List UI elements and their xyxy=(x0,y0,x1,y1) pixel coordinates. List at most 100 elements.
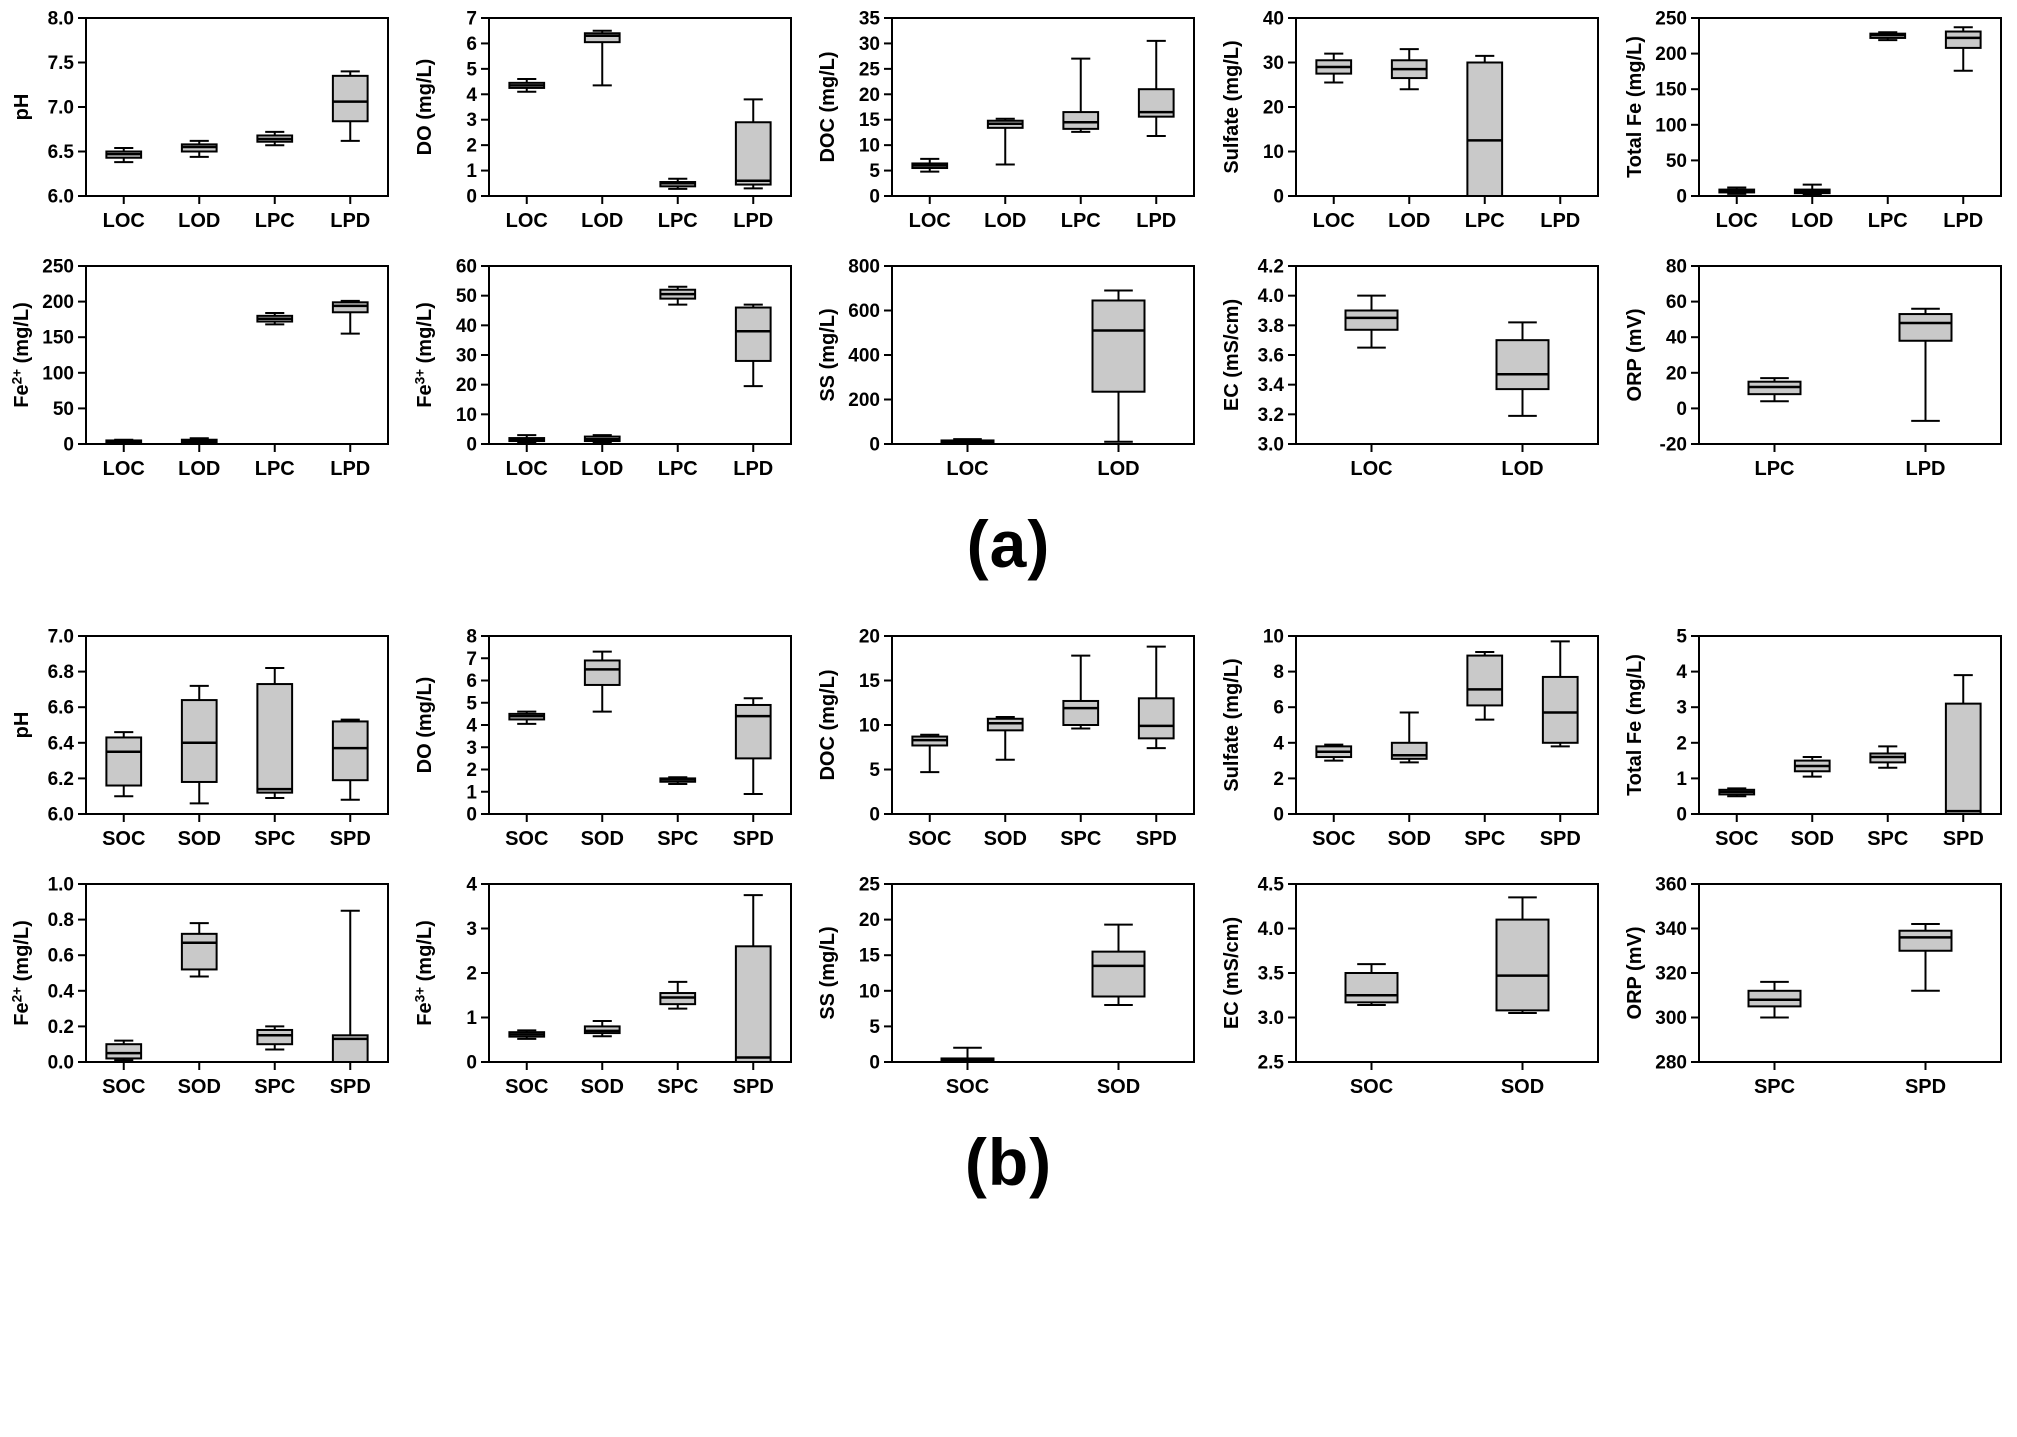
iqr-box xyxy=(1091,299,1146,393)
panel-row-2: 0 50 100 150 200 250 Fe2+ (mg/L) LOC LOD LPC LPD 0 1… xyxy=(0,256,2017,496)
box-LPD xyxy=(734,303,772,388)
iqr-box xyxy=(1344,309,1399,331)
subplot-ec-ms-cm: 2.5 3.0 3.5 4.0 4.5 EC (mS/cm) SOC SOD xyxy=(1221,875,1599,1098)
box-SOD xyxy=(1794,756,1831,778)
subplot-cell: 0 1 2 3 4 5 6 7 8 DO (mg/L) SOC SOD SPC SPD xyxy=(403,626,806,866)
y-tick-label: 1.0 xyxy=(47,875,73,896)
y-tick-label: 1 xyxy=(467,161,478,182)
subplot-cell: 0 1 2 3 4 Fe3+ (mg/L) SOC SOD SPC SPD xyxy=(403,874,806,1114)
y-axis-label: Total Fe (mg/L) xyxy=(1624,36,1646,178)
plot-frame xyxy=(84,883,389,1063)
y-axis-label: Fe2+ (mg/L) xyxy=(9,920,33,1026)
x-category-label: LOD xyxy=(1791,210,1833,232)
y-tick-label: 0 xyxy=(870,435,881,456)
y-tick-label: 400 xyxy=(849,346,881,367)
y-tick-label: 5 xyxy=(870,1017,881,1038)
box-SPC xyxy=(659,980,697,1010)
iqr-box xyxy=(1062,111,1100,130)
box-SPC xyxy=(256,1025,293,1051)
y-tick-label: 7.0 xyxy=(47,98,73,119)
y-tick-label: 4 xyxy=(1273,733,1284,754)
y-tick-label: 25 xyxy=(859,59,881,80)
y-tick-label: 0 xyxy=(467,805,478,826)
box-LPD xyxy=(1945,26,1982,72)
x-category-label: SOD xyxy=(177,828,220,850)
y-tick-label: 15 xyxy=(859,110,881,131)
x-category-label: SPC xyxy=(254,1076,295,1098)
y-tick-label: 4.0 xyxy=(1257,919,1283,940)
y-tick-label: 4 xyxy=(467,716,478,737)
y-tick-label: 200 xyxy=(849,390,881,411)
x-category-label: SPD xyxy=(1943,828,1984,850)
y-tick-label: 100 xyxy=(1656,115,1688,136)
iqr-box xyxy=(1062,699,1100,727)
y-tick-label: 10 xyxy=(1263,142,1284,163)
box-LOD xyxy=(1390,48,1428,91)
x-category-label: SOD xyxy=(581,828,624,850)
x-category-label: LOC xyxy=(1716,210,1758,232)
y-tick-label: 80 xyxy=(1666,257,1687,278)
y-tick-label: 0 xyxy=(467,187,478,208)
panel-label: (b) xyxy=(964,1125,1053,1199)
x-category-label: SOC xyxy=(1312,828,1355,850)
y-tick-label: 6.0 xyxy=(47,805,73,826)
subplot-cell: 0 2 4 6 8 10 Sulfate (mg/L) SOC SOD SPC SPD xyxy=(1210,626,1613,866)
x-category-label: SOD xyxy=(1501,1076,1544,1098)
y-tick-label: 150 xyxy=(42,328,74,349)
x-category-label: LOC xyxy=(102,210,144,232)
y-tick-label: 7 xyxy=(467,9,478,30)
x-category-label: SOD xyxy=(1791,828,1834,850)
x-category-label: LOD xyxy=(178,458,220,480)
box-SOD xyxy=(180,922,218,978)
plot-frame xyxy=(1698,265,2003,445)
y-tick-label: 35 xyxy=(859,9,881,30)
y-tick-label: 4.2 xyxy=(1257,257,1283,278)
x-category-label: LOD xyxy=(1501,458,1543,480)
y-tick-label: 5 xyxy=(1677,627,1688,648)
iqr-box xyxy=(1898,929,1953,952)
subplot-orp-mv: 280 300 320 340 360 ORP (mV) SPC SPD xyxy=(1624,875,2003,1098)
x-category-label: SOC xyxy=(1350,1076,1393,1098)
y-tick-label: 30 xyxy=(859,34,880,55)
y-tick-label: 0.2 xyxy=(47,1017,73,1038)
y-tick-label: 30 xyxy=(1263,53,1284,74)
box-SPD xyxy=(1541,640,1579,748)
subplot-do-mg-l: 0 1 2 3 4 5 6 7 DO (mg/L) LOC LOD LPC LPD xyxy=(414,9,793,232)
y-tick-label: 5 xyxy=(870,760,881,781)
y-tick-label: 200 xyxy=(42,292,74,313)
x-category-label: LPD xyxy=(330,458,370,480)
y-tick-label: 6.6 xyxy=(47,698,73,719)
y-tick-label: 15 xyxy=(859,946,881,967)
box-LOC xyxy=(911,157,949,173)
subplot-cell: 0 5 10 15 20 DOC (mg/L) SOC SOD SPC SPD xyxy=(807,626,1210,866)
y-axis-label: SS (mg/L) xyxy=(817,308,839,401)
y-axis-label: EC (mS/cm) xyxy=(1221,917,1243,1029)
y-tick-label: 0 xyxy=(63,435,74,456)
y-tick-label: 4 xyxy=(1677,662,1688,683)
y-tick-label: 20 xyxy=(859,85,880,106)
box-LPC xyxy=(659,177,697,190)
iqr-box xyxy=(734,121,772,186)
box-LOD xyxy=(180,437,218,445)
y-tick-label: 8 xyxy=(1273,662,1284,683)
box-LPC xyxy=(659,285,697,306)
x-category-label: SOC xyxy=(505,1076,548,1098)
subplot-cell: 0 10 20 30 40 50 60 Fe3+ (mg/L) LOC LOD LPC LPD xyxy=(403,256,806,496)
iqr-box xyxy=(105,736,142,787)
y-tick-label: 150 xyxy=(1656,80,1688,101)
subplot-ph: 6.0 6.5 7.0 7.5 8.0 pH LOC LOD LPC LPD xyxy=(11,9,389,232)
subplot-cell: 0 200 400 600 800 SS (mg/L) LOC LOD xyxy=(807,256,1210,496)
x-category-label: LOC xyxy=(1313,210,1355,232)
y-tick-label: 3.0 xyxy=(1257,1008,1283,1029)
x-category-label: LPD xyxy=(1944,210,1984,232)
y-tick-label: 40 xyxy=(1666,328,1687,349)
y-tick-label: 6 xyxy=(467,34,478,55)
y-tick-label: 2.5 xyxy=(1257,1053,1284,1074)
x-category-label: SOD xyxy=(984,828,1027,850)
iqr-box xyxy=(331,301,369,314)
subplot-total-fe-mg-l: 0 50 100 150 200 250 Total Fe (mg/L) LOC LOD LPC L… xyxy=(1624,9,2003,232)
y-tick-label: 3 xyxy=(467,110,478,131)
box-SPC xyxy=(256,667,293,799)
y-axis-label: DO (mg/L) xyxy=(414,677,436,774)
y-tick-label: 0 xyxy=(467,1053,478,1074)
